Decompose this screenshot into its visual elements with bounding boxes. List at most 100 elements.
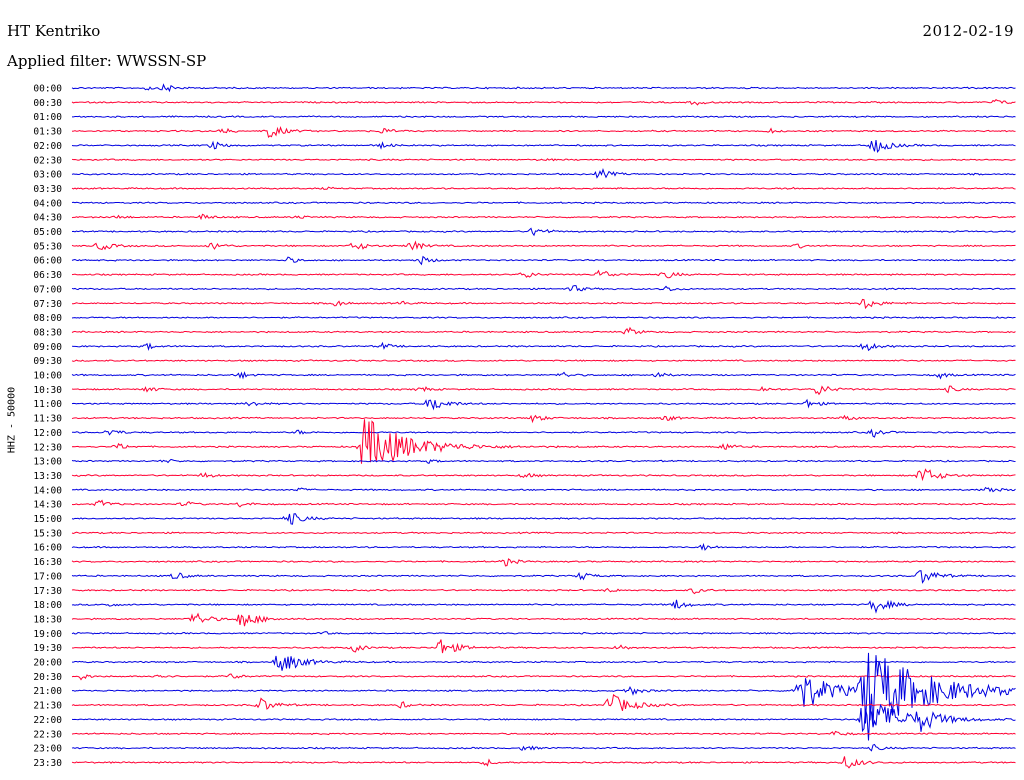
time-tick-label: 19:00 bbox=[33, 629, 62, 640]
trace-line bbox=[71, 743, 1016, 752]
time-tick-label: 21:00 bbox=[33, 686, 62, 697]
trace-line bbox=[71, 639, 1016, 654]
time-tick-label: 18:00 bbox=[33, 600, 62, 611]
time-tick-label: 20:00 bbox=[33, 658, 62, 669]
time-tick-label: 00:30 bbox=[33, 98, 62, 109]
trace-line bbox=[71, 428, 1016, 438]
trace-line bbox=[71, 694, 1016, 711]
time-tick-label: 23:00 bbox=[33, 744, 62, 755]
trace-line bbox=[72, 655, 1016, 671]
trace-line bbox=[71, 227, 1016, 237]
trace-line bbox=[71, 673, 1016, 681]
trace-line bbox=[71, 730, 1016, 736]
trace-line bbox=[71, 186, 1016, 191]
time-tick-label: 08:30 bbox=[33, 327, 62, 338]
time-tick-label: 19:30 bbox=[33, 643, 62, 654]
trace-line bbox=[71, 398, 1016, 411]
time-tick-label: 01:00 bbox=[33, 112, 62, 123]
time-tick-label: 13:30 bbox=[33, 471, 62, 482]
trace-line bbox=[71, 158, 1016, 162]
time-tick-label: 18:30 bbox=[33, 614, 62, 625]
time-tick-label: 09:30 bbox=[33, 356, 62, 367]
time-tick-label: 21:30 bbox=[33, 701, 62, 712]
time-tick-label: 06:30 bbox=[33, 270, 62, 281]
trace-line bbox=[71, 213, 1016, 221]
time-tick-label: 03:00 bbox=[33, 170, 62, 181]
trace-line bbox=[71, 83, 1016, 93]
time-tick-label: 10:00 bbox=[33, 371, 62, 382]
time-tick-label: 14:00 bbox=[33, 485, 62, 496]
filter-label: Applied filter: WWSSN-SP bbox=[7, 52, 207, 70]
trace-line bbox=[71, 542, 1016, 551]
time-tick-label: 16:30 bbox=[33, 557, 62, 568]
trace-line bbox=[72, 115, 1016, 119]
trace-line bbox=[71, 269, 1016, 279]
trace-line bbox=[71, 468, 1016, 482]
trace-line bbox=[71, 139, 1016, 153]
time-tick-label: 14:30 bbox=[33, 500, 62, 511]
trace-line bbox=[71, 652, 1016, 727]
time-tick-label: 02:30 bbox=[33, 155, 62, 166]
trace-line bbox=[71, 99, 1016, 106]
trace-line bbox=[71, 531, 1016, 535]
time-tick-label: 22:00 bbox=[33, 715, 62, 726]
time-tick-label: 07:00 bbox=[33, 284, 62, 295]
trace-line bbox=[71, 285, 1016, 292]
trace-line bbox=[71, 341, 1016, 352]
time-tick-label: 17:00 bbox=[33, 571, 62, 582]
trace-line bbox=[71, 255, 1016, 266]
trace-line bbox=[71, 316, 1016, 319]
time-tick-label: 23:30 bbox=[33, 758, 62, 769]
time-tick-label: 08:00 bbox=[33, 313, 62, 324]
time-tick-label: 05:00 bbox=[33, 227, 62, 238]
time-tick-label: 07:30 bbox=[33, 299, 62, 310]
time-tick-label: 16:00 bbox=[33, 543, 62, 554]
trace-line bbox=[71, 240, 1016, 251]
time-tick-label: 17:30 bbox=[33, 586, 62, 597]
trace-line bbox=[71, 326, 1016, 335]
time-tick-label: 22:30 bbox=[33, 729, 62, 740]
time-tick-label: 12:00 bbox=[33, 428, 62, 439]
time-tick-label: 04:00 bbox=[33, 198, 62, 209]
trace-line bbox=[71, 125, 1016, 139]
trace-line bbox=[71, 419, 1016, 464]
trace-line bbox=[71, 558, 1016, 567]
time-tick-label: 03:30 bbox=[33, 184, 62, 195]
trace-line bbox=[71, 570, 1016, 584]
trace-line bbox=[71, 612, 1016, 627]
trace-line bbox=[71, 486, 1016, 493]
trace-line bbox=[71, 513, 1016, 525]
time-tick-label: 09:00 bbox=[33, 342, 62, 353]
trace-line bbox=[71, 756, 1016, 769]
time-tick-label: 06:00 bbox=[33, 256, 62, 267]
trace-line bbox=[71, 631, 1016, 635]
trace-line bbox=[71, 298, 1016, 310]
trace-line bbox=[71, 359, 1016, 363]
trace-line bbox=[71, 385, 1016, 396]
time-tick-label: 20:30 bbox=[33, 672, 62, 683]
station-name: HT Kentriko bbox=[7, 22, 101, 40]
trace-line bbox=[71, 499, 1016, 508]
trace-line bbox=[71, 168, 1016, 179]
trace-line bbox=[71, 458, 1016, 465]
time-tick-label: 11:00 bbox=[33, 399, 62, 410]
trace-line bbox=[71, 703, 1016, 741]
date-label: 2012-02-19 bbox=[922, 22, 1014, 40]
trace-line bbox=[71, 201, 1016, 205]
time-tick-label: 11:30 bbox=[33, 414, 62, 425]
time-tick-label: 02:00 bbox=[33, 141, 62, 152]
time-tick-label: 10:30 bbox=[33, 385, 62, 396]
time-tick-label: 05:30 bbox=[33, 241, 62, 252]
time-tick-label: 13:00 bbox=[33, 457, 62, 468]
time-tick-label: 15:00 bbox=[33, 514, 62, 525]
trace-line bbox=[71, 587, 1016, 595]
trace-line bbox=[71, 371, 1016, 380]
trace-line bbox=[71, 599, 1016, 614]
time-tick-label: 04:30 bbox=[33, 213, 62, 224]
time-tick-label: 01:30 bbox=[33, 127, 62, 138]
time-tick-label: 00:00 bbox=[33, 84, 62, 95]
time-tick-label: 15:30 bbox=[33, 528, 62, 539]
time-tick-label: 12:30 bbox=[33, 442, 62, 453]
trace-line bbox=[71, 414, 1016, 424]
